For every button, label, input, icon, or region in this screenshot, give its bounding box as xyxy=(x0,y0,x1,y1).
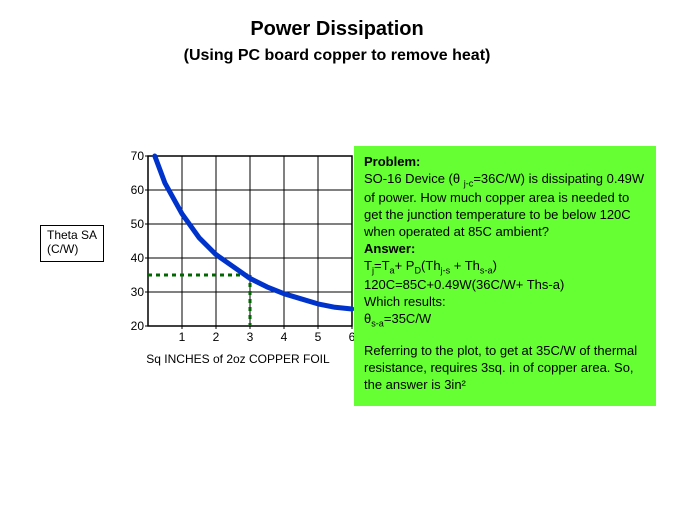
answer-conclusion: Referring to the plot, to get at 35C/W o… xyxy=(364,343,646,394)
answer-equation-4: θs-a=35C/W xyxy=(364,311,646,330)
x-axis-label: Sq INCHES of 2oz COPPER FOIL xyxy=(118,352,358,366)
answer-heading: Answer: xyxy=(364,241,415,256)
svg-text:2: 2 xyxy=(213,330,220,344)
problem-heading: Problem: xyxy=(364,154,420,169)
svg-text:70: 70 xyxy=(131,150,145,163)
spacer xyxy=(364,330,646,343)
chart-container: 203040506070123456 Sq INCHES of 2oz COPP… xyxy=(118,150,358,366)
page-subtitle: (Using PC board copper to remove heat) xyxy=(0,41,674,65)
svg-text:20: 20 xyxy=(131,319,145,333)
y-axis-label-line1: Theta SA xyxy=(47,228,97,242)
answer-equation-1: Tj=Ta+ PD(Thj-s + Ths-a) xyxy=(364,258,646,277)
svg-text:5: 5 xyxy=(315,330,322,344)
svg-text:60: 60 xyxy=(131,183,145,197)
answer-which-results: Which results: xyxy=(364,294,646,311)
y-axis-label-line2: (C/W) xyxy=(47,242,97,256)
svg-text:3: 3 xyxy=(247,330,254,344)
svg-text:1: 1 xyxy=(179,330,186,344)
svg-text:30: 30 xyxy=(131,285,145,299)
svg-text:4: 4 xyxy=(281,330,288,344)
page-title: Power Dissipation xyxy=(0,0,674,41)
svg-text:50: 50 xyxy=(131,217,145,231)
answer-equation-2: 120C=85C+0.49W(36C/W+ Ths-a) xyxy=(364,277,646,294)
svg-text:40: 40 xyxy=(131,251,145,265)
problem-box: Problem: SO-16 Device (θ j-c=36C/W) is d… xyxy=(354,146,656,406)
y-axis-label-box: Theta SA (C/W) xyxy=(40,225,104,262)
problem-text: SO-16 Device (θ j-c=36C/W) is dissipatin… xyxy=(364,171,646,241)
thermal-resistance-chart: 203040506070123456 xyxy=(118,150,356,346)
